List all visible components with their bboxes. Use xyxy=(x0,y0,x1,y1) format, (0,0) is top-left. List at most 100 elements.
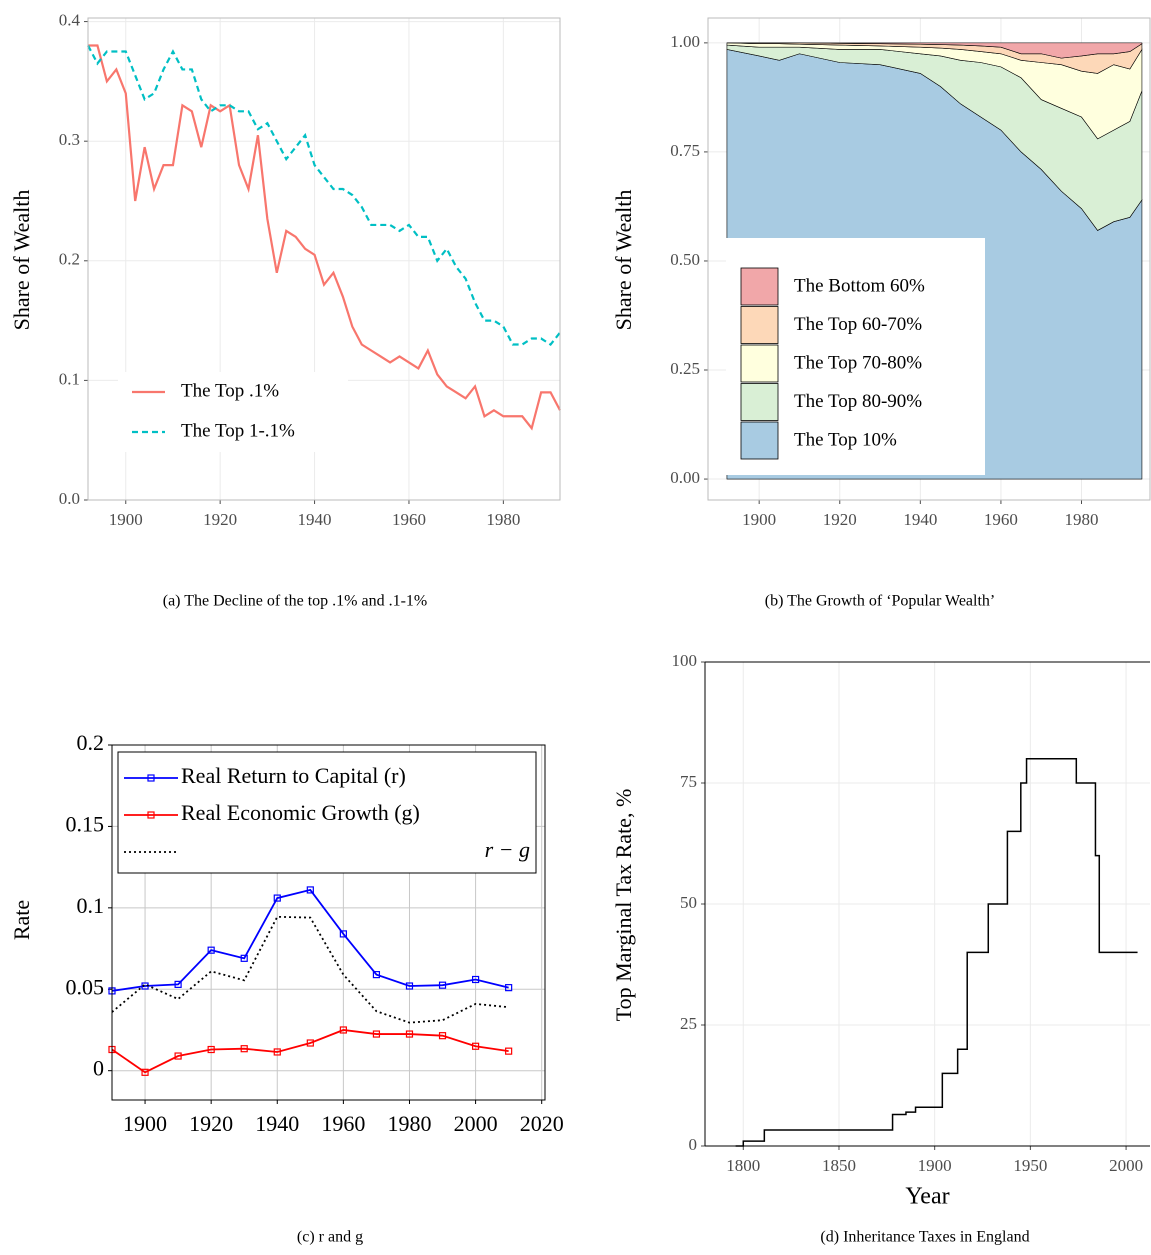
series-line xyxy=(111,888,509,992)
legend-key xyxy=(740,306,779,344)
legend-marker xyxy=(147,811,155,819)
caption: (c) r and g xyxy=(297,1229,363,1246)
x-tick-label: 1960 xyxy=(321,1111,365,1136)
legend-label: Real Economic Growth (g) xyxy=(181,800,420,825)
marker xyxy=(405,1030,414,1038)
x-tick-label: 1940 xyxy=(298,510,332,529)
marker xyxy=(505,984,513,992)
x-tick-label: 1920 xyxy=(823,510,857,529)
marker xyxy=(505,1047,513,1055)
y-tick-label: 0.05 xyxy=(66,974,105,999)
y-tick-label: 1.00 xyxy=(670,32,700,51)
legend-label: The Top 60-70% xyxy=(794,314,922,335)
legend-label: r − g xyxy=(485,837,530,862)
marker xyxy=(471,975,480,984)
legend-label: The Top .1% xyxy=(181,380,279,401)
x-tick-label: 1920 xyxy=(203,510,237,529)
y-tick-label: 100 xyxy=(672,651,698,670)
y-tick-label: 0 xyxy=(689,1135,698,1154)
y-tick-label: 0.0 xyxy=(59,489,80,508)
x-tick-label: 1980 xyxy=(486,510,520,529)
marker xyxy=(240,954,248,962)
plot-frame xyxy=(87,17,561,501)
y-tick-label: 0.4 xyxy=(59,10,81,29)
y-tick-label: 0 xyxy=(93,1056,104,1081)
marker xyxy=(372,1030,381,1038)
marker xyxy=(438,981,447,989)
marker xyxy=(207,946,215,954)
marker xyxy=(240,1045,248,1053)
legend-label: The Bottom 60% xyxy=(794,275,925,296)
x-tick-label: 1960 xyxy=(392,510,426,529)
x-tick-label: 1920 xyxy=(189,1111,233,1136)
marker xyxy=(174,980,182,988)
y-axis-title: Share of Wealth xyxy=(9,190,34,331)
y-axis-title: Share of Wealth xyxy=(611,190,636,331)
y-tick-label: 50 xyxy=(680,893,697,912)
legend-key xyxy=(740,344,779,383)
marker xyxy=(141,1068,149,1076)
marker xyxy=(306,1039,314,1047)
legend-label: The Top 70-80% xyxy=(794,352,922,373)
legend-key xyxy=(740,383,779,421)
marker xyxy=(372,971,381,979)
marker xyxy=(438,1032,447,1040)
marker xyxy=(405,982,414,990)
y-axis-title: Top Marginal Tax Rate, % xyxy=(611,789,636,1022)
step-line xyxy=(735,758,1138,1147)
y-tick-label: 0.50 xyxy=(670,250,700,269)
marker xyxy=(339,1026,347,1034)
plot-frame xyxy=(707,17,1151,501)
x-tick-label: 1980 xyxy=(1065,510,1099,529)
x-tick-label: 1980 xyxy=(387,1111,431,1136)
legend-key xyxy=(740,421,779,460)
legend-label: Real Return to Capital (r) xyxy=(181,763,406,788)
y-tick-label: 25 xyxy=(680,1014,697,1033)
legend-label: The Top 80-90% xyxy=(794,391,922,412)
series-line xyxy=(88,44,561,431)
legend-label: The Top 10% xyxy=(794,429,897,450)
x-tick-label: 1900 xyxy=(918,1156,952,1175)
y-tick-label: 0.1 xyxy=(59,369,80,388)
y-tick-label: 0.00 xyxy=(670,468,700,487)
series-line xyxy=(111,1029,509,1074)
x-tick-label: 1940 xyxy=(903,510,937,529)
y-tick-label: 0.3 xyxy=(59,130,80,149)
legend-label: The Top 1-.1% xyxy=(181,420,295,441)
marker xyxy=(339,930,347,938)
x-tick-label: 1800 xyxy=(726,1156,760,1175)
y-tick-label: 0.25 xyxy=(670,359,700,378)
x-tick-label: 1900 xyxy=(109,510,143,529)
series-line xyxy=(87,44,561,346)
series-line xyxy=(111,915,509,1024)
y-tick-label: 75 xyxy=(680,772,697,791)
y-tick-label: 0.2 xyxy=(59,250,80,269)
legend-marker xyxy=(147,774,155,782)
plot-frame xyxy=(111,744,546,1101)
legend-key xyxy=(740,267,779,306)
marker xyxy=(273,1048,281,1056)
x-tick-label: 2000 xyxy=(1109,1156,1143,1175)
x-tick-label: 1940 xyxy=(255,1111,299,1136)
caption: (b) The Growth of ‘Popular Wealth’ xyxy=(765,593,996,610)
x-tick-label: 2000 xyxy=(454,1111,498,1136)
y-tick-label: 0.2 xyxy=(77,730,105,755)
y-tick-label: 0.15 xyxy=(66,811,105,836)
y-axis-title: Rate xyxy=(9,900,34,940)
marker xyxy=(471,1042,480,1050)
marker xyxy=(207,1045,215,1054)
area-segment xyxy=(726,42,1143,59)
y-tick-label: 0.1 xyxy=(77,893,105,918)
marker xyxy=(273,894,281,902)
x-tick-label: 1950 xyxy=(1013,1156,1047,1175)
marker xyxy=(174,1052,182,1060)
legend xyxy=(117,751,537,874)
x-tick-label: 1900 xyxy=(123,1111,167,1136)
x-tick-label: 1900 xyxy=(742,510,776,529)
x-axis-title: Year xyxy=(905,1184,949,1210)
legend xyxy=(118,372,348,452)
caption: (d) Inheritance Taxes in England xyxy=(820,1229,1029,1246)
caption: (a) The Decline of the top .1% and .1-1% xyxy=(163,593,428,610)
